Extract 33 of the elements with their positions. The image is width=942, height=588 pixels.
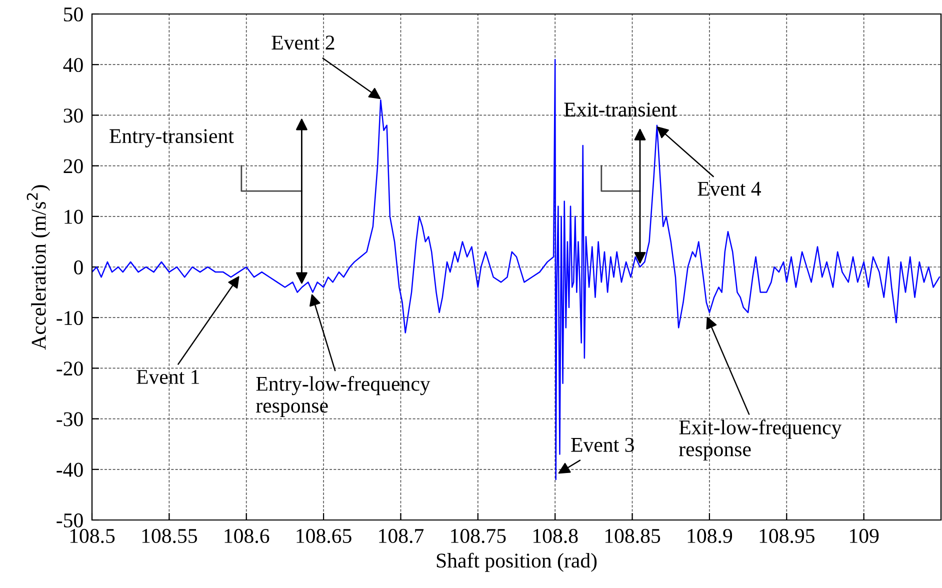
x-tick-label: 108.95 <box>760 528 814 544</box>
x-tick-label: 108.55 <box>142 528 198 544</box>
y-tick-label: -20 <box>56 362 83 376</box>
annotation: Entry-low-frequency response <box>256 376 430 417</box>
x-axis-title: Shaft position (rad) <box>436 552 597 572</box>
x-tick-label: 108.5 <box>70 528 115 544</box>
annotation: Exit-transient <box>564 102 677 117</box>
annotation: Event 2 <box>272 36 334 50</box>
y-tick-label: 10 <box>64 210 83 224</box>
x-tick-label: 109 <box>850 528 879 543</box>
x-tick-label: 108.7 <box>379 528 424 544</box>
x-tick-label: 108.9 <box>688 528 732 544</box>
y-tick-label: 40 <box>63 58 83 72</box>
line-series <box>92 58 940 480</box>
y-tick-label: -50 <box>56 513 83 528</box>
annotation: Exit-low-frequency response <box>679 420 842 461</box>
y-tick-label: -30 <box>56 412 83 426</box>
x-tick-label: 108.65 <box>296 528 352 544</box>
y-tick-label: 30 <box>64 108 83 123</box>
x-tick-label: 108.8 <box>533 528 578 544</box>
x-tick-label: 108.85 <box>605 528 660 544</box>
y-tick-label: 20 <box>64 159 83 174</box>
x-tick-label: 108.75 <box>451 528 506 544</box>
annotation: Entry-transient <box>110 129 234 148</box>
annotation: Event 4 <box>698 182 761 196</box>
y-axis-title: Acceleration (m/s$^{2}$) <box>26 185 50 350</box>
y-tick-label: 50 <box>64 7 83 22</box>
y-tick-label: -40 <box>56 462 83 477</box>
annotation: Event 3 <box>571 438 634 452</box>
y-tick-label: 0 <box>74 260 83 274</box>
annotation: Event 1 <box>136 370 199 384</box>
x-tick-label: 108.6 <box>224 528 270 544</box>
y-tick-label: -10 <box>56 310 83 326</box>
